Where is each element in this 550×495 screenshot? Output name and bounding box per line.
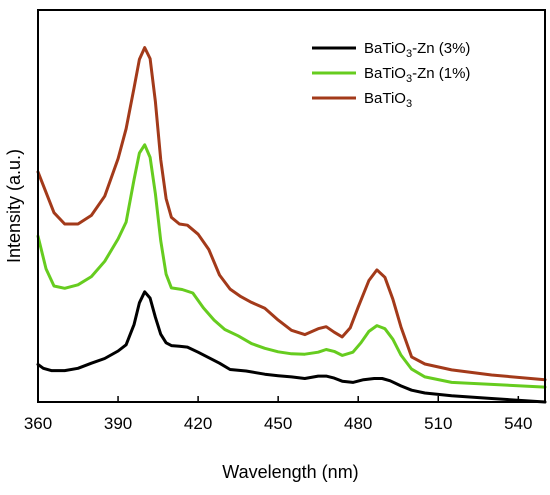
x-tick-label: 480: [344, 414, 372, 433]
x-axis-title: Wavelength (nm): [222, 462, 358, 482]
x-tick-label: 510: [424, 414, 452, 433]
x-tick-label: 450: [264, 414, 292, 433]
legend: BaTiO3-Zn (3%) BaTiO3-Zn (1%) BaTiO3: [312, 40, 470, 110]
x-tick-label: 540: [504, 414, 532, 433]
legend-label-3: BaTiO3: [364, 90, 412, 110]
x-tick-label: 420: [184, 414, 212, 433]
series-line-3: [36, 46, 547, 382]
x-tick-label: 360: [24, 414, 52, 433]
tick-layer: 360 390 420 450 480 510 540: [24, 396, 533, 433]
legend-label-1: BaTiO3-Zn (3%): [364, 40, 470, 60]
series-line-1: [36, 290, 547, 404]
series-line-2: [36, 143, 547, 389]
plot-background: [38, 10, 545, 402]
y-axis-title: Intensity (a.u.): [4, 149, 24, 263]
x-tick-label: 390: [104, 414, 132, 433]
series-layer: [36, 46, 547, 404]
plot-frame: [37, 9, 546, 403]
legend-label-2: BaTiO3-Zn (1%): [364, 65, 470, 85]
